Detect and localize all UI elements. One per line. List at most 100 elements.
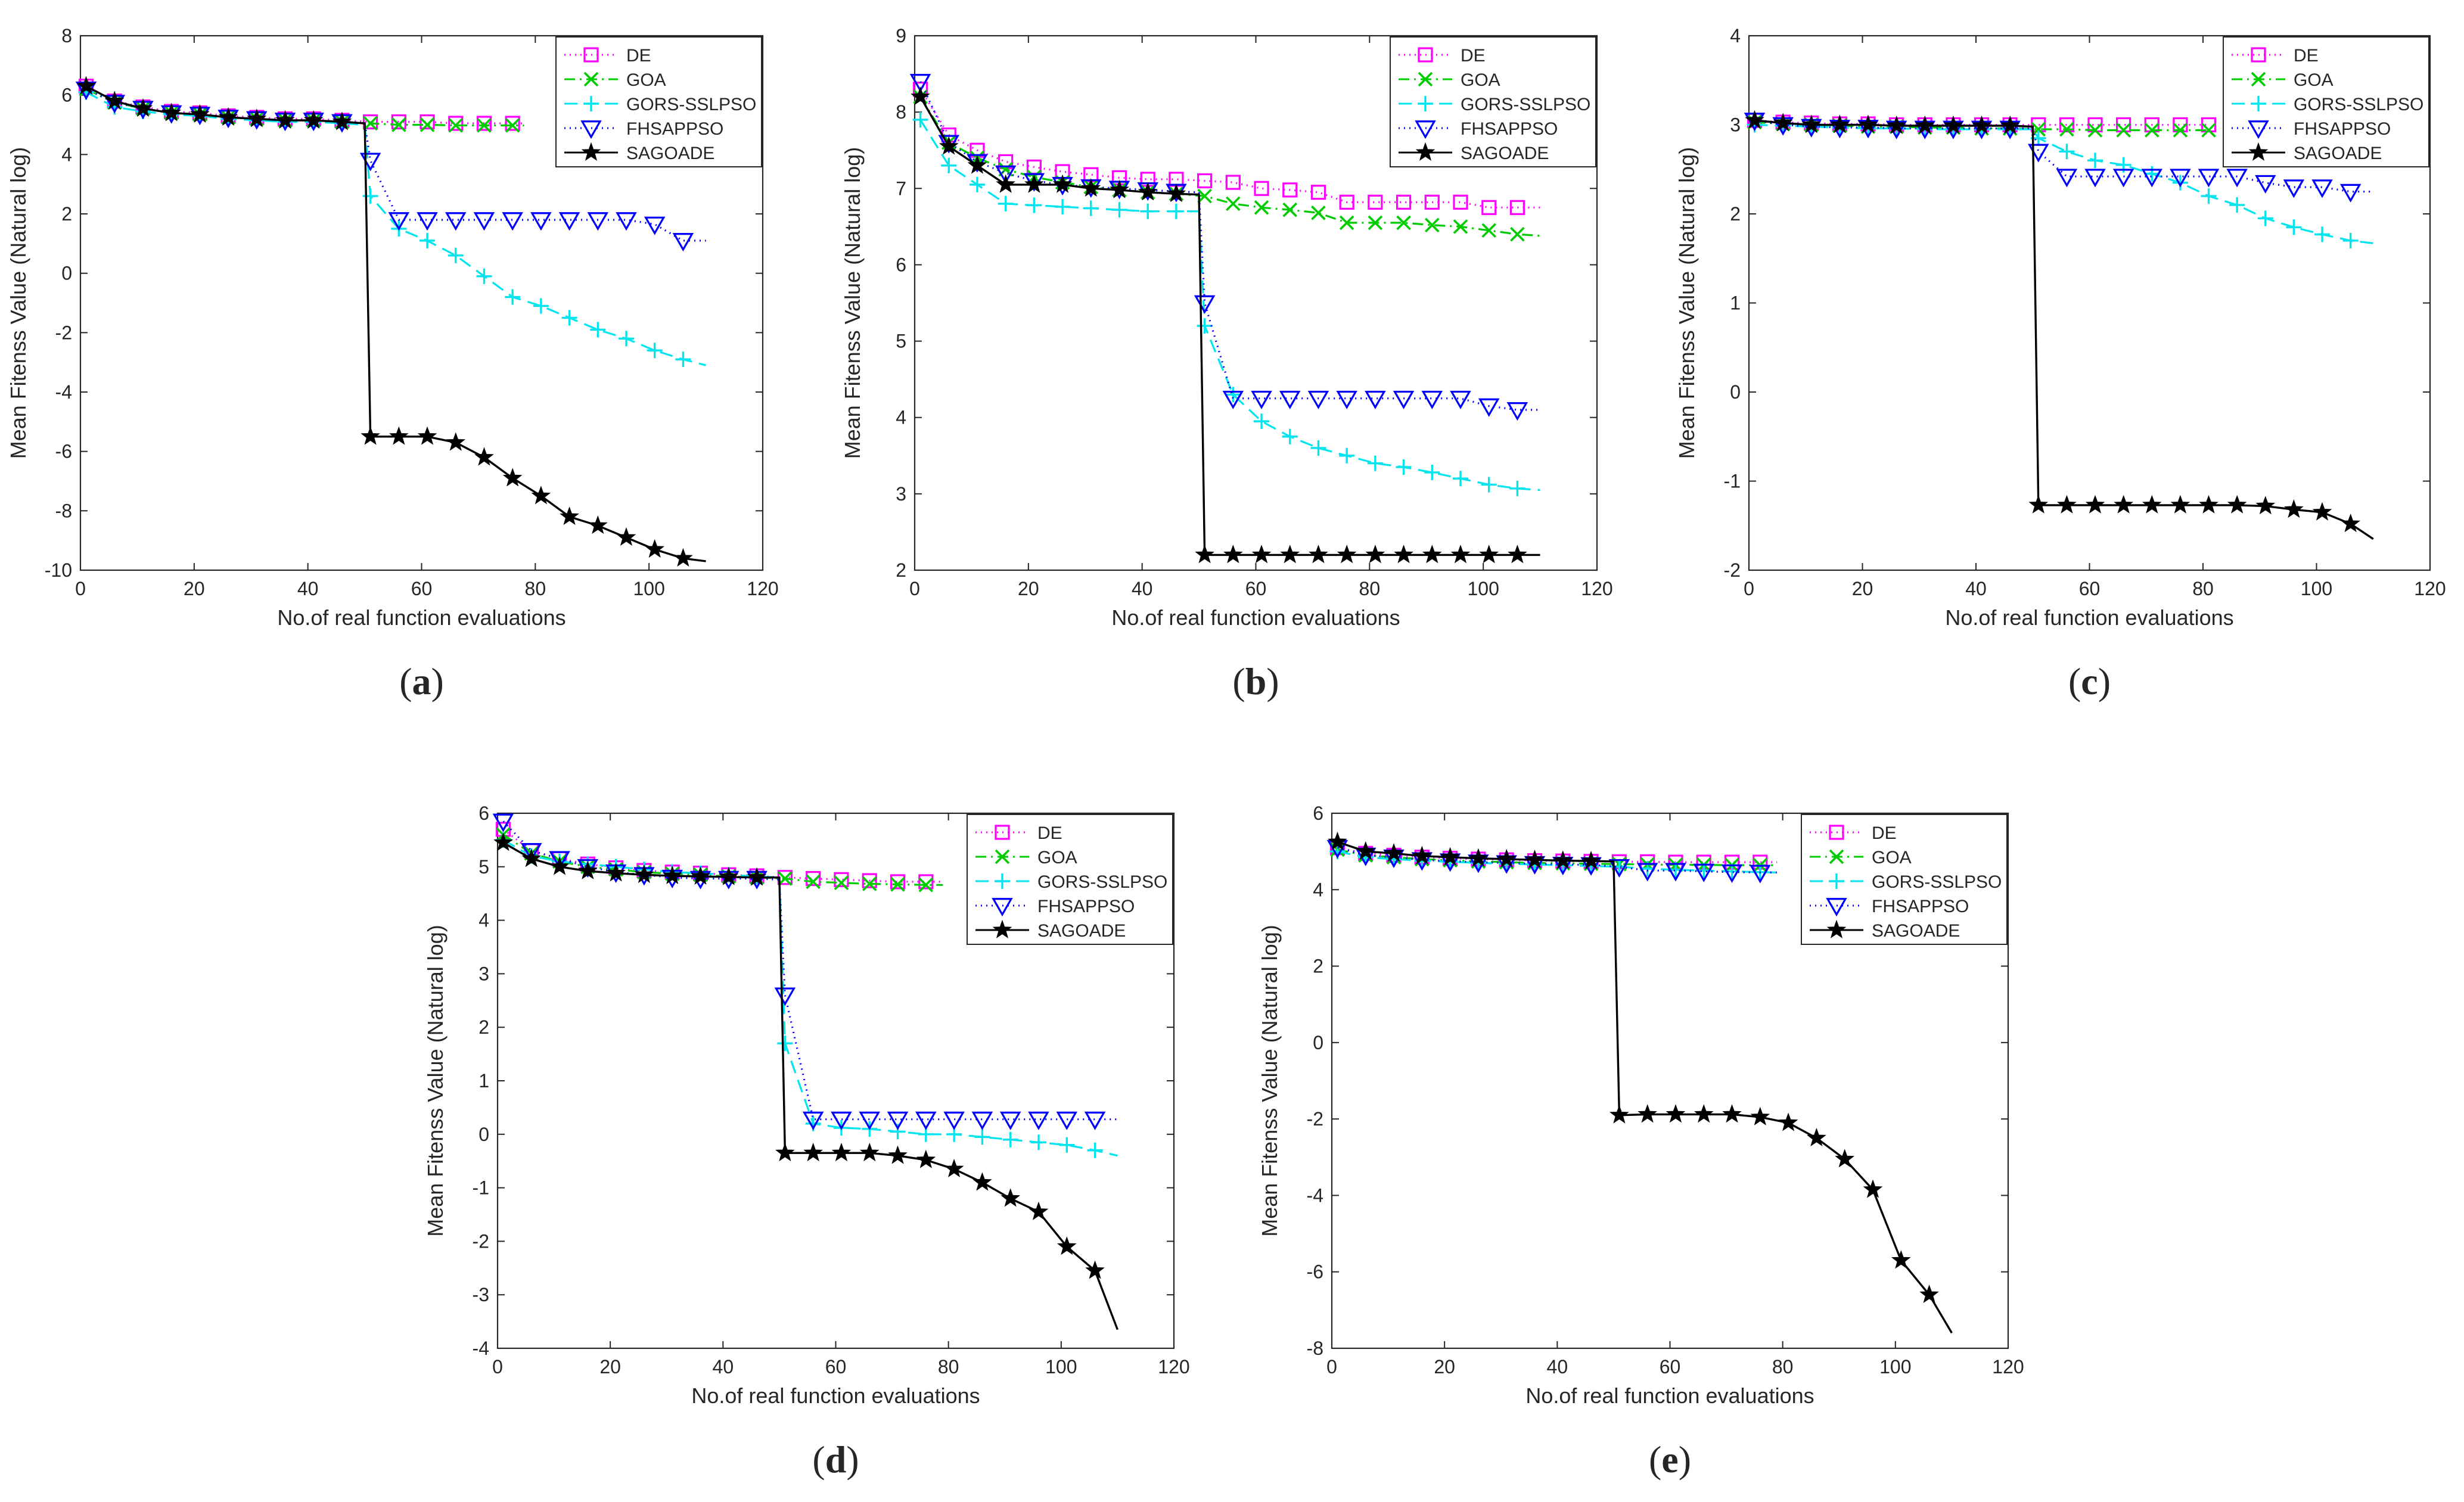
- y-tick-label: 6: [896, 254, 906, 275]
- x-tick-label: 40: [1965, 578, 1987, 599]
- data-point-fhsappso-marker: [1056, 1111, 1078, 1130]
- legend-entry-sagoade: SAGOADE: [1399, 142, 1549, 163]
- legend-swatch-marker: [583, 47, 599, 63]
- data-point-de-marker: [1396, 194, 1412, 210]
- x-tick-label: 60: [411, 578, 433, 599]
- chart-panel-d: 0 20 40 60 80 100 120 -4 -3 -2 -1 0 1 2 3 4 5 6 No.of real…: [423, 803, 1190, 1481]
- data-point-sagoade-marker: [2199, 495, 2218, 514]
- data-point-de-marker: [1225, 175, 1241, 190]
- data-point-gors-sslpso-marker: [2144, 166, 2160, 182]
- data-point-sagoade-marker: [1251, 545, 1272, 564]
- data-point-fhsappso-marker: [1478, 398, 1500, 417]
- data-point-goa-marker: [1254, 200, 1269, 215]
- data-point-gors-sslpso-marker: [969, 176, 985, 192]
- data-point-fhsappso-marker: [995, 165, 1017, 184]
- legend: DE GOA GORS-SSLPSO FHSAPPSO SAGOADE: [2223, 36, 2429, 167]
- data-point-sagoade-marker: [747, 867, 767, 886]
- data-point-fhsappso-marker: [520, 843, 542, 862]
- legend-swatch-marker: [2248, 142, 2269, 161]
- data-point-gors-sslpso-marker: [1396, 459, 1412, 475]
- data-point-gors-sslpso-marker: [1225, 387, 1241, 403]
- data-point-fhsappso-marker: [473, 212, 495, 231]
- data-point-goa-marker: [1197, 188, 1212, 204]
- data-point-goa-marker: [890, 877, 905, 892]
- legend-swatch-marker: [583, 71, 599, 87]
- legend-swatch-marker: [2248, 120, 2269, 139]
- data-point-sagoade-marker: [1835, 1149, 1855, 1168]
- y-tick-label: 2: [61, 203, 72, 225]
- legend-label: FHSAPPSO: [1037, 897, 1135, 916]
- data-point-sagoade-marker: [588, 515, 608, 534]
- y-tick-label: 6: [478, 803, 489, 824]
- data-point-gors-sslpso-marker: [2229, 197, 2245, 213]
- data-point-goa-marker: [1453, 219, 1468, 234]
- series-line-goa: [85, 88, 524, 127]
- x-tick-label: 120: [2414, 578, 2446, 599]
- data-point-sagoade-marker: [673, 548, 693, 567]
- data-point-de-marker: [1368, 194, 1383, 210]
- data-point-fhsappso-marker: [1506, 402, 1528, 421]
- legend-swatch-marker: [1418, 47, 1433, 63]
- y-tick-label: -2: [55, 322, 72, 343]
- data-point-de-marker: [890, 874, 906, 890]
- data-point-sagoade-marker: [645, 539, 665, 558]
- data-point-sagoade-marker: [1891, 1250, 1911, 1269]
- data-point-sagoade-marker: [606, 863, 626, 882]
- panel-caption: (d): [812, 1438, 859, 1481]
- data-point-gors-sslpso-marker: [2314, 226, 2331, 242]
- legend-label: SAGOADE: [1037, 921, 1126, 941]
- x-tick-label: 80: [938, 1356, 959, 1377]
- data-point-fhsappso-marker: [1665, 863, 1686, 882]
- x-tick-label: 40: [713, 1356, 734, 1377]
- data-point-sagoade-marker: [1666, 1104, 1686, 1123]
- data-point-sagoade-marker: [104, 91, 125, 110]
- data-point-fhsappso-marker: [2255, 175, 2276, 194]
- data-point-fhsappso-marker: [1721, 864, 1743, 884]
- x-tick-label: 0: [1744, 578, 1754, 599]
- y-tick-label: 4: [1313, 879, 1323, 900]
- legend: DE GOA GORS-SSLPSO FHSAPPSO SAGOADE: [967, 814, 1173, 945]
- data-point-sagoade-marker: [1085, 1260, 1105, 1279]
- data-point-sagoade-marker: [1138, 182, 1158, 201]
- data-point-goa-marker: [778, 871, 793, 886]
- data-point-sagoade-marker: [2284, 499, 2304, 518]
- data-point-gors-sslpso-marker: [505, 289, 521, 305]
- data-point-goa-marker: [1396, 215, 1411, 231]
- data-point-goa-marker: [1339, 215, 1354, 231]
- data-point-sagoade-marker: [831, 1143, 852, 1162]
- chart-panel-e: 0 20 40 60 80 100 120 -8 -6 -4 -2 0 2 4 6 No.of real fu…: [1257, 803, 2024, 1481]
- y-tick-label: -4: [55, 381, 72, 403]
- panel-caption: (e): [1649, 1438, 1691, 1481]
- data-point-fhsappso-marker: [1450, 390, 1471, 409]
- data-point-sagoade-marker: [1508, 545, 1527, 564]
- x-tick-label: 60: [825, 1356, 847, 1377]
- data-point-sagoade-marker: [303, 110, 324, 129]
- legend-label: GOA: [1461, 70, 1500, 90]
- data-point-de-marker: [834, 872, 849, 887]
- data-point-de-marker: [1254, 181, 1269, 196]
- data-point-sagoade-marker: [1280, 545, 1300, 564]
- y-tick-label: 0: [1313, 1032, 1323, 1053]
- y-tick-label: 2: [1313, 956, 1323, 977]
- x-tick-label: 20: [599, 1356, 621, 1377]
- data-point-gors-sslpso-marker: [974, 1129, 990, 1145]
- panel-caption: (b): [1232, 660, 1279, 702]
- legend-swatch-marker: [2251, 71, 2266, 87]
- data-point-fhsappso-marker: [2170, 169, 2191, 188]
- data-point-goa-marker: [2173, 123, 2188, 138]
- data-point-goa-marker: [806, 874, 821, 890]
- data-point-goa-marker: [1368, 215, 1383, 231]
- data-point-sagoade-marker: [133, 98, 153, 117]
- data-point-sagoade-marker: [521, 848, 542, 867]
- legend-label: SAGOADE: [2294, 144, 2382, 163]
- data-point-de-marker: [363, 114, 378, 130]
- data-point-fhsappso-marker: [2112, 169, 2134, 188]
- data-point-goa-marker: [505, 118, 520, 133]
- data-point-gors-sslpso-marker: [2087, 153, 2103, 169]
- legend-label: GORS-SSLPSO: [626, 95, 756, 114]
- data-point-gors-sslpso-marker: [561, 310, 577, 326]
- legend-label: GORS-SSLPSO: [2294, 95, 2423, 114]
- legend-label: FHSAPPSO: [626, 119, 723, 139]
- y-tick-label: 5: [896, 331, 906, 352]
- data-point-goa-marker: [2201, 123, 2216, 138]
